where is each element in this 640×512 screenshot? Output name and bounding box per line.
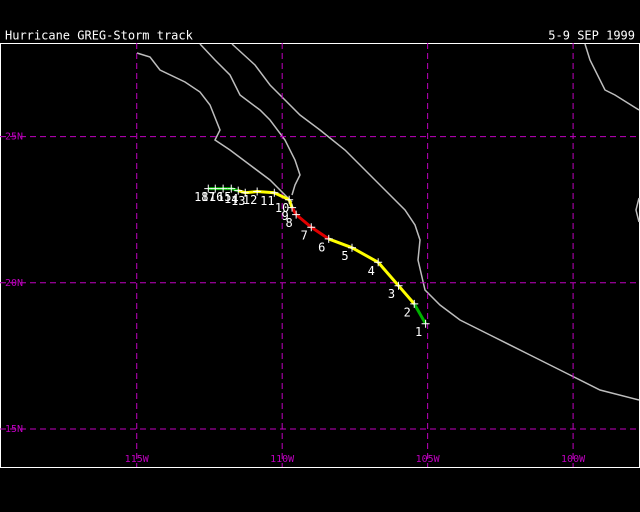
track-point — [234, 186, 243, 195]
track-label: 4 — [368, 264, 375, 278]
track-point — [219, 184, 228, 193]
track-point — [253, 187, 262, 196]
coastline — [231, 43, 640, 401]
coastline — [635, 197, 640, 223]
track-label: 12 — [243, 193, 257, 207]
track-point — [288, 203, 297, 212]
coastline — [199, 43, 301, 196]
track-segment — [273, 191, 290, 202]
track-point — [324, 234, 333, 243]
map-title: Hurricane GREG-Storm track — [5, 29, 194, 43]
track-point — [348, 243, 356, 252]
track-point — [307, 223, 316, 232]
lon-label: 115W — [125, 454, 150, 465]
track-label: 11 — [260, 194, 274, 208]
track-label: 17 — [201, 190, 215, 204]
track-label: 10 — [275, 201, 289, 215]
track-label: 18 — [194, 190, 208, 204]
track-label: 14 — [224, 192, 238, 206]
track-segment — [295, 213, 313, 229]
track-label: 15 — [217, 190, 231, 204]
lat-label: 25N — [5, 132, 23, 143]
track-point — [292, 210, 301, 219]
lon-label: 110W — [270, 454, 295, 465]
map-frame — [0, 43, 640, 468]
track-segment — [310, 225, 330, 241]
track-point — [374, 258, 383, 267]
track-point — [211, 184, 220, 193]
track-label: 5 — [341, 249, 348, 263]
track-segment — [397, 284, 416, 305]
track-label: 2 — [404, 305, 411, 319]
coastline — [584, 43, 640, 111]
track-point — [410, 299, 419, 308]
track-label: 1 — [415, 325, 422, 339]
track-point — [285, 195, 294, 204]
track-segment — [328, 237, 353, 250]
track-point — [394, 281, 403, 290]
lat-label: 20N — [5, 278, 23, 289]
coastline — [136, 52, 293, 203]
track-segment — [290, 206, 298, 216]
track-point — [421, 319, 430, 328]
track-point — [204, 184, 213, 193]
track-point — [227, 184, 236, 193]
track-label: 8 — [286, 216, 293, 230]
track-point — [241, 188, 250, 197]
track-segment — [351, 246, 379, 264]
lat-label: 15N — [5, 424, 23, 435]
track-label: 3 — [388, 287, 395, 301]
track-label: 7 — [301, 229, 308, 243]
lon-label: 100W — [561, 454, 586, 465]
map-date: 5-9 SEP 1999 — [548, 29, 635, 43]
track-segment — [377, 261, 400, 287]
track-label: 16 — [209, 190, 223, 204]
track-label: 13 — [231, 194, 245, 208]
lon-label: 105W — [416, 454, 441, 465]
coastlines — [136, 43, 640, 401]
track-label: 6 — [318, 240, 325, 254]
track-label: 9 — [281, 209, 288, 223]
track-point — [270, 188, 279, 197]
track-segment — [412, 303, 427, 325]
